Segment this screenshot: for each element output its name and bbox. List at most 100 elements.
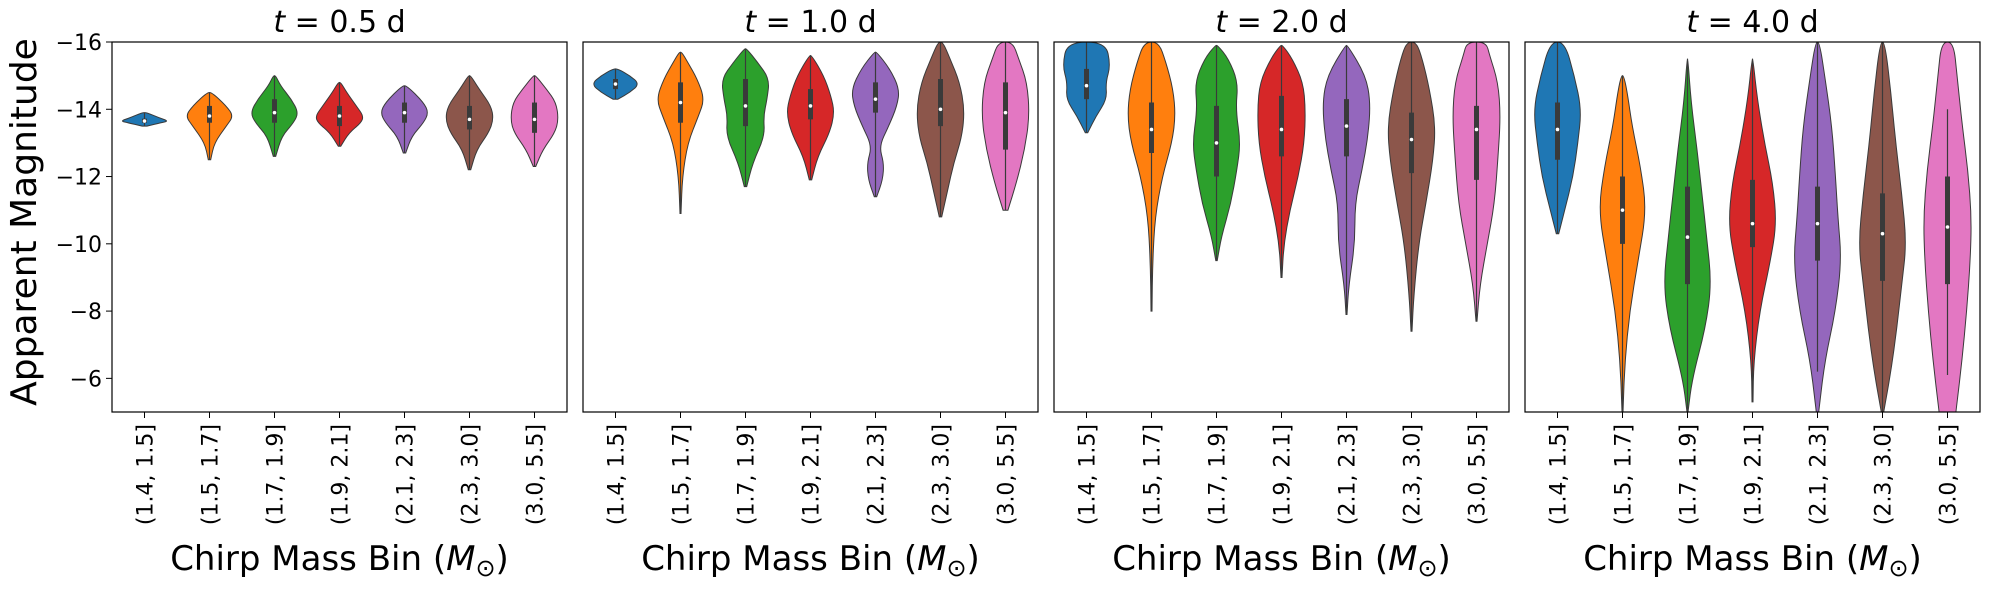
median-dot-7 bbox=[1003, 110, 1008, 115]
median-dot-1 bbox=[613, 82, 618, 86]
xlabel-subscript: ⊙ bbox=[1888, 554, 1908, 582]
xlabel-subscript: ⊙ bbox=[1417, 554, 1437, 582]
violins-group bbox=[593, 42, 1030, 218]
violins-group bbox=[122, 75, 559, 171]
panel-0.5d: −16 −14 −12 −10 −8 −6 (1.4, 1.5] (1.5, 1.7] (1.7… bbox=[56, 5, 568, 582]
x-tick-label: (1.7, 1.9] bbox=[735, 424, 760, 525]
y-tick-label: −16 bbox=[56, 31, 102, 56]
y-tick-label: −8 bbox=[70, 300, 102, 325]
x-tick-label: (1.5, 1.7] bbox=[670, 424, 695, 525]
title-value: = 4.0 d bbox=[1698, 5, 1819, 40]
panel-title: t = 2.0 d bbox=[1215, 5, 1347, 40]
xlabel-close: ) bbox=[967, 539, 980, 579]
x-tick-label: (1.9, 2.1] bbox=[1271, 424, 1296, 525]
panel-2.0d: (1.4, 1.5] (1.5, 1.7] (1.7, 1.9] (1.9, 2.1]… bbox=[1053, 5, 1510, 582]
xlabel-text: Chirp Mass Bin ( bbox=[1112, 539, 1388, 579]
x-tick-label: (1.9, 2.1] bbox=[329, 424, 354, 525]
y-tick-label: −6 bbox=[70, 367, 102, 392]
median-dot-2 bbox=[207, 114, 212, 118]
x-tick-label: (1.7, 1.9] bbox=[1206, 424, 1231, 525]
panel-1.0d: (1.4, 1.5] (1.5, 1.7] (1.7, 1.9] (1.9, 2.1]… bbox=[582, 5, 1039, 582]
x-tick-label: (3.0, 5.5] bbox=[995, 424, 1020, 525]
median-dot-6 bbox=[1880, 231, 1885, 236]
x-tick-label: (1.5, 1.7] bbox=[1141, 424, 1166, 525]
violins-group bbox=[1063, 42, 1501, 332]
x-tick-label: (3.0, 5.5] bbox=[1937, 424, 1962, 525]
median-dot-5 bbox=[1344, 124, 1349, 128]
median-dot-4 bbox=[337, 114, 342, 118]
median-dot-7 bbox=[1474, 127, 1479, 132]
y-tick-label: −12 bbox=[56, 166, 102, 191]
y-axis-label: Apparent Magnitude bbox=[4, 38, 45, 406]
x-axis-label: Chirp Mass Bin (M⊙) bbox=[641, 539, 980, 582]
median-dot-4 bbox=[1279, 127, 1284, 132]
x-axis-label: Chirp Mass Bin (M⊙) bbox=[1112, 539, 1451, 582]
median-dot-3 bbox=[272, 110, 277, 115]
panels-group: −16 −14 −12 −10 −8 −6 (1.4, 1.5] (1.5, 1.7] (1.7… bbox=[56, 5, 1981, 582]
x-axis-label: Chirp Mass Bin (M⊙) bbox=[1583, 539, 1922, 582]
x-tick-label: (2.3, 3.0] bbox=[1401, 424, 1426, 525]
median-dot-1 bbox=[1555, 127, 1560, 132]
title-variable: t bbox=[1686, 5, 1699, 40]
median-dot-6 bbox=[467, 117, 472, 122]
median-dot-1 bbox=[142, 119, 147, 123]
x-tick-label: (2.1, 2.3] bbox=[865, 424, 890, 525]
xlabel-subscript: ⊙ bbox=[946, 554, 966, 582]
panel-title: t = 4.0 d bbox=[1686, 5, 1818, 40]
x-tick-label: (2.1, 2.3] bbox=[1336, 424, 1361, 525]
x-tick-label: (2.3, 3.0] bbox=[1872, 424, 1897, 525]
panel-title: t = 0.5 d bbox=[273, 5, 405, 40]
median-dot-2 bbox=[678, 100, 683, 105]
title-value: = 2.0 d bbox=[1227, 5, 1348, 40]
x-tick-label: (1.4, 1.5] bbox=[1076, 424, 1101, 525]
median-dot-6 bbox=[938, 107, 943, 112]
median-dot-6 bbox=[1409, 137, 1414, 142]
x-tick-label: (2.3, 3.0] bbox=[459, 424, 484, 525]
x-tick-label: (1.4, 1.5] bbox=[1547, 424, 1572, 525]
median-dot-2 bbox=[1149, 127, 1154, 132]
x-tick-label: (1.5, 1.7] bbox=[1612, 424, 1637, 525]
xlabel-close: ) bbox=[1438, 539, 1451, 579]
panel-4.0d: (1.4, 1.5] (1.5, 1.7] (1.7, 1.9] (1.9, 2.1]… bbox=[1524, 5, 1981, 582]
xlabel-text: Chirp Mass Bin ( bbox=[170, 539, 446, 579]
median-dot-1 bbox=[1084, 83, 1089, 88]
x-tick-label: (1.4, 1.5] bbox=[134, 424, 159, 525]
median-dot-7 bbox=[532, 117, 537, 122]
median-dot-4 bbox=[1750, 221, 1755, 226]
median-dot-4 bbox=[808, 104, 813, 108]
xlabel-text: Chirp Mass Bin ( bbox=[1583, 539, 1859, 579]
xlabel-symbol: M bbox=[446, 539, 475, 579]
median-dot-3 bbox=[1214, 141, 1219, 145]
title-value: = 1.0 d bbox=[756, 5, 877, 40]
median-dot-5 bbox=[402, 110, 407, 115]
xlabel-text: Chirp Mass Bin ( bbox=[641, 539, 917, 579]
median-dot-5 bbox=[873, 97, 878, 101]
x-tick-label: (1.9, 2.1] bbox=[1742, 424, 1767, 525]
median-dot-3 bbox=[743, 104, 748, 108]
xlabel-symbol: M bbox=[1859, 539, 1888, 579]
xlabel-subscript: ⊙ bbox=[475, 554, 495, 582]
xlabel-symbol: M bbox=[917, 539, 946, 579]
x-tick-label: (1.7, 1.9] bbox=[1677, 424, 1702, 525]
y-tick-label: −14 bbox=[56, 98, 102, 123]
median-dot-5 bbox=[1815, 221, 1820, 226]
panel-title: t = 1.0 d bbox=[744, 5, 876, 40]
title-variable: t bbox=[273, 5, 286, 40]
xlabel-symbol: M bbox=[1388, 539, 1417, 579]
x-axis-label: Chirp Mass Bin (M⊙) bbox=[170, 539, 509, 582]
xlabel-close: ) bbox=[1909, 539, 1922, 579]
median-dot-7 bbox=[1945, 225, 1950, 229]
median-dot-2 bbox=[1620, 208, 1625, 212]
x-tick-label: (3.0, 5.5] bbox=[524, 424, 549, 525]
median-dot-3 bbox=[1685, 235, 1690, 239]
x-tick-label: (1.4, 1.5] bbox=[605, 424, 630, 525]
x-tick-label: (2.1, 2.3] bbox=[394, 424, 419, 525]
title-value: = 0.5 d bbox=[285, 5, 406, 40]
x-tick-label: (1.9, 2.1] bbox=[800, 424, 825, 525]
x-tick-label: (2.3, 3.0] bbox=[930, 424, 955, 525]
x-tick-label: (1.5, 1.7] bbox=[199, 424, 224, 525]
title-variable: t bbox=[1215, 5, 1228, 40]
title-variable: t bbox=[744, 5, 757, 40]
xlabel-close: ) bbox=[496, 539, 509, 579]
